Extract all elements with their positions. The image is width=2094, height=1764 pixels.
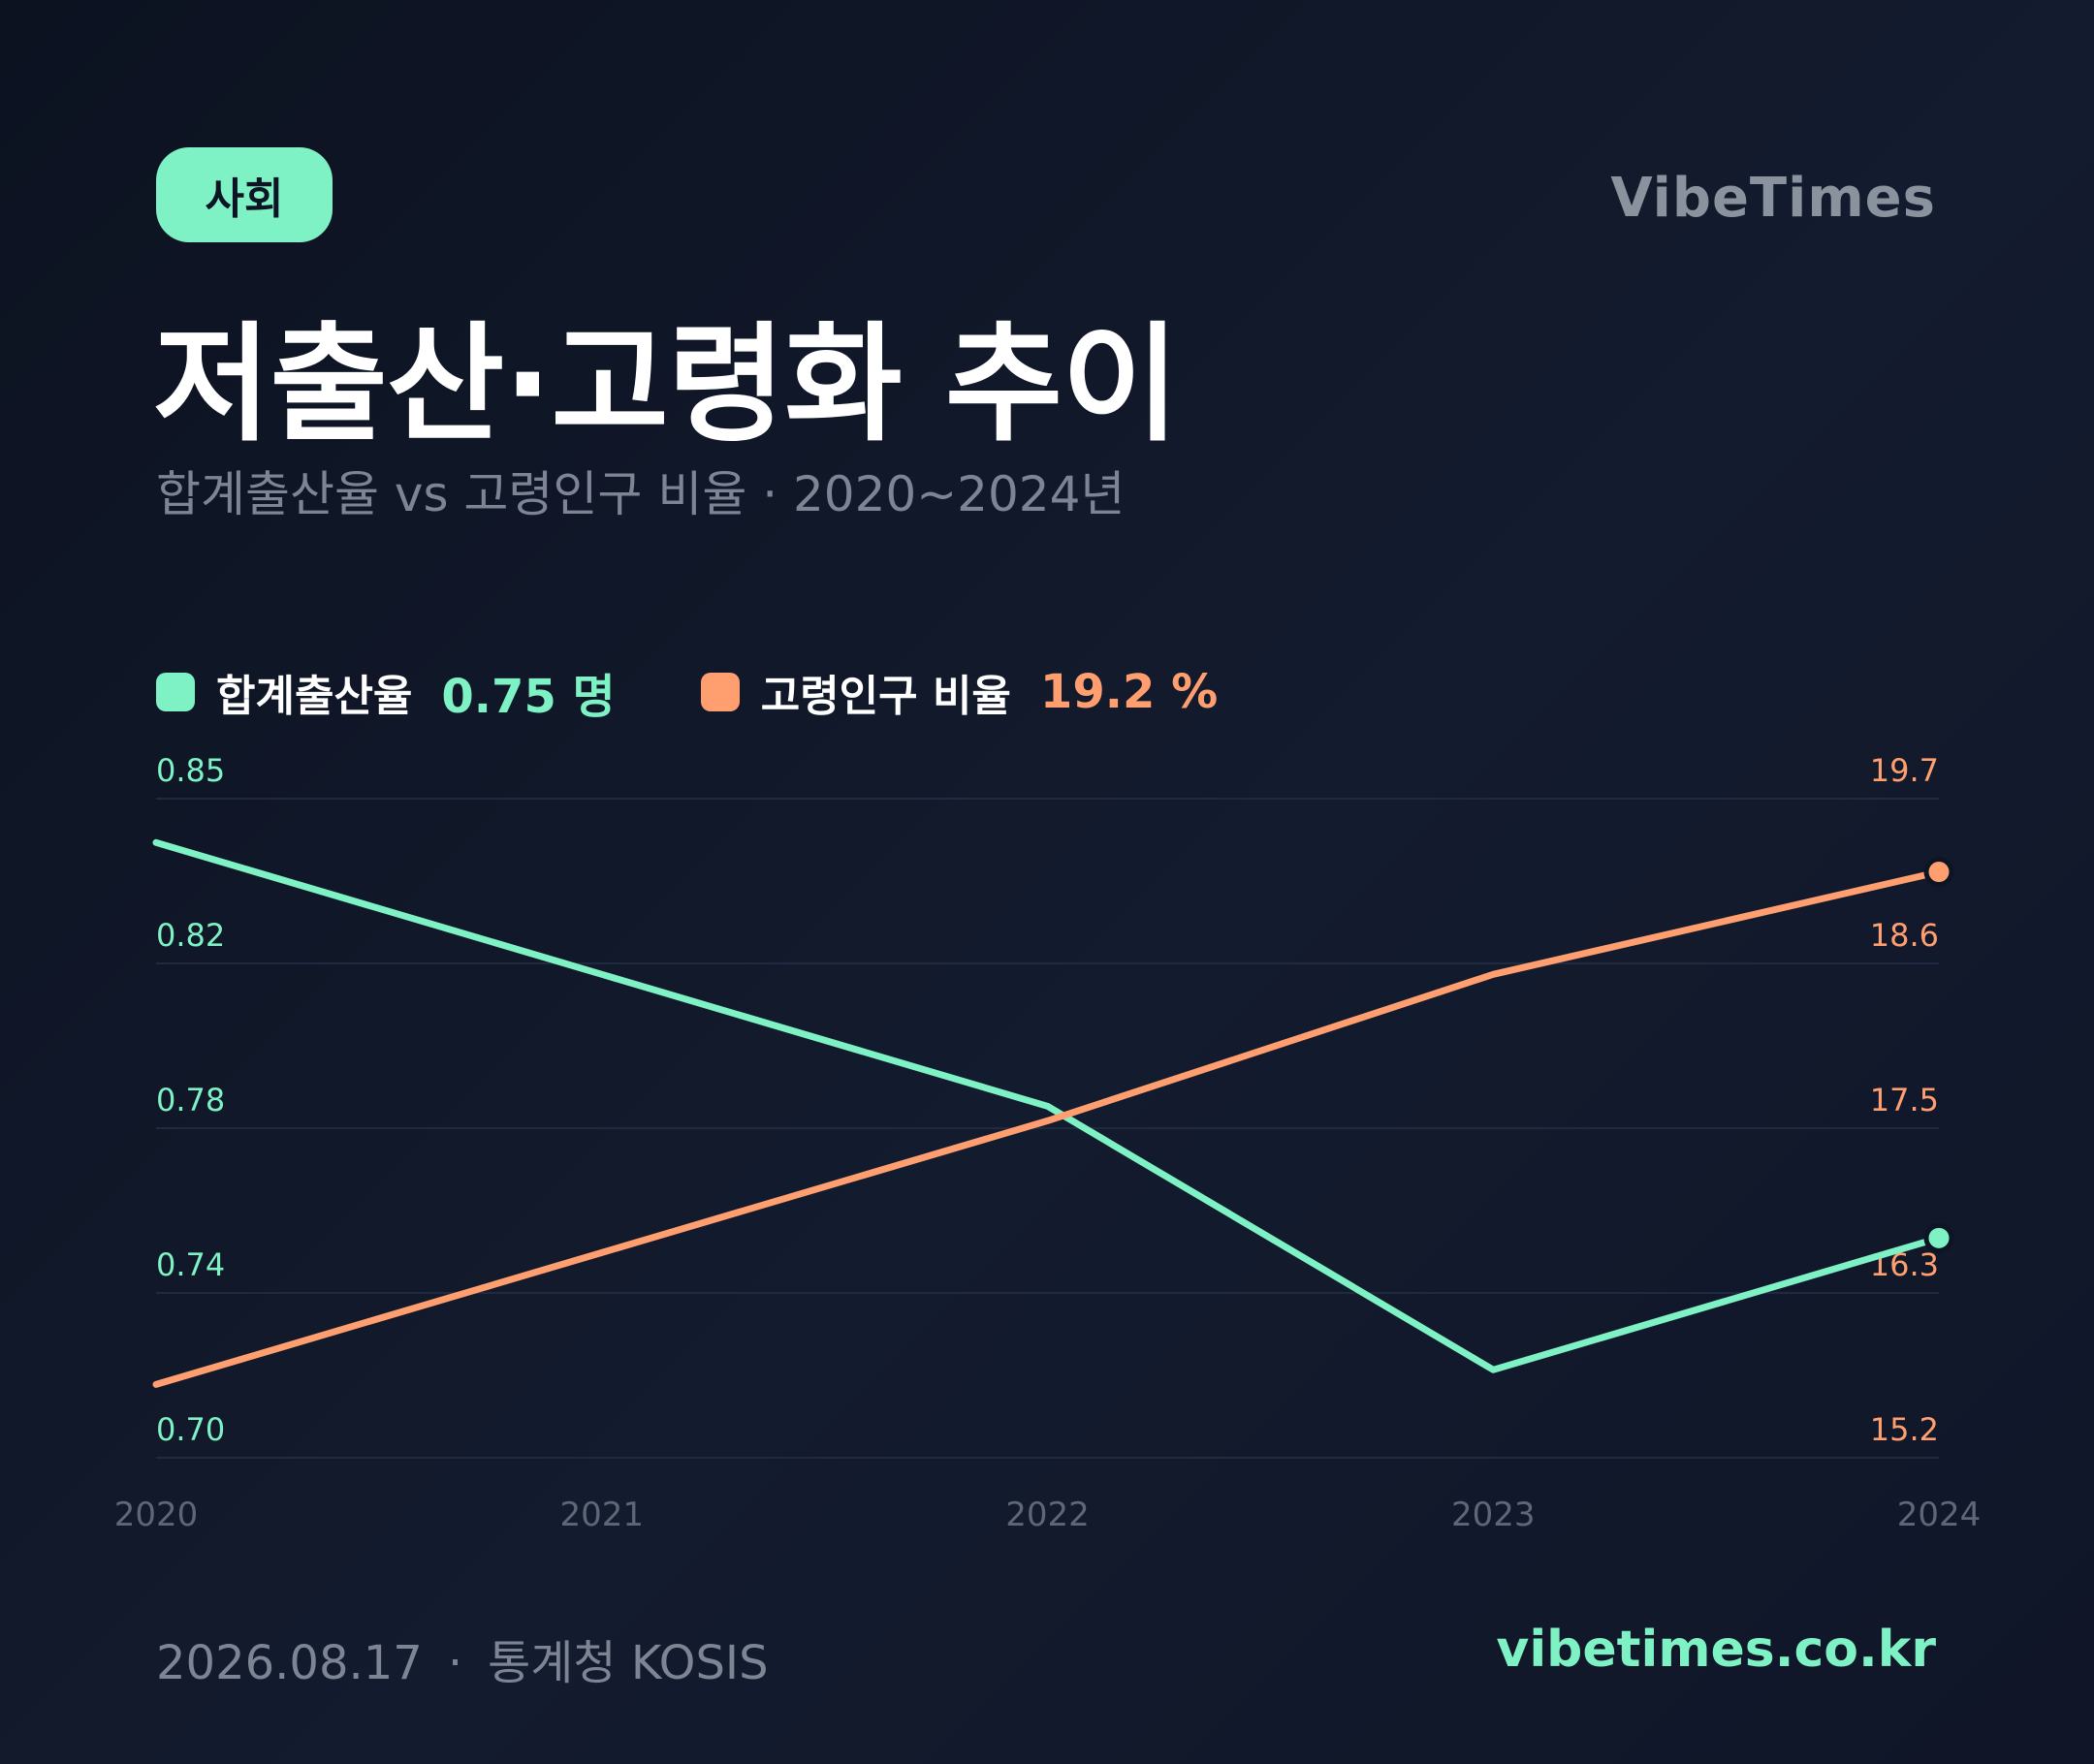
legend-item-birth-rate: 합계출산율 0.75 명 bbox=[156, 658, 616, 726]
y-left-tick-label: 0.82 bbox=[156, 917, 225, 954]
footer-site-link[interactable]: vibetimes.co.kr bbox=[1496, 1621, 1936, 1679]
chart-legend: 합계출산율 0.75 명 고령인구 비율 19.2 % bbox=[156, 658, 1219, 726]
x-tick-label: 2020 bbox=[114, 1496, 199, 1534]
y-right-tick-label: 15.2 bbox=[1870, 1411, 1939, 1448]
y-left-tick-label: 0.70 bbox=[156, 1411, 225, 1448]
y-right-tick-label: 19.7 bbox=[1870, 752, 1939, 789]
footer-meta: 2026.08.17 · 통계청 KOSIS bbox=[156, 1624, 769, 1692]
category-badge: 사회 bbox=[156, 147, 333, 242]
x-tick-label: 2023 bbox=[1451, 1496, 1536, 1534]
legend-swatch-birth-rate bbox=[156, 673, 195, 711]
x-tick-label: 2021 bbox=[559, 1496, 644, 1534]
page-title: 저출산·고령화 추이 bbox=[153, 310, 1180, 459]
series-line-birth-rate bbox=[152, 838, 1943, 1373]
y-left-tick-label: 0.78 bbox=[156, 1082, 225, 1118]
legend-label-elderly-ratio: 고령인구 비율 bbox=[760, 672, 1011, 721]
y-right-tick-label: 18.6 bbox=[1870, 917, 1939, 954]
series-endpoint-elderly-ratio bbox=[1923, 857, 1954, 888]
y-right-tick-label: 17.5 bbox=[1870, 1082, 1939, 1118]
brand-logo: VibeTimes bbox=[1610, 167, 1936, 230]
legend-item-elderly-ratio: 고령인구 비율 19.2 % bbox=[700, 661, 1219, 723]
footer-source: 통계청 KOSIS bbox=[488, 1636, 769, 1690]
legend-value-birth-rate: 0.75 명 bbox=[441, 670, 616, 724]
x-tick-label: 2022 bbox=[1005, 1496, 1090, 1534]
footer-date: 2026.08.17 bbox=[156, 1636, 423, 1690]
x-tick-label: 2024 bbox=[1897, 1496, 1982, 1534]
legend-swatch-elderly-ratio bbox=[700, 673, 740, 711]
series-line-elderly-ratio bbox=[152, 868, 1943, 1388]
legend-label-birth-rate: 합계출산율 bbox=[216, 672, 413, 721]
y-left-tick-label: 0.74 bbox=[156, 1246, 225, 1283]
footer-separator: · bbox=[447, 1636, 463, 1690]
legend-value-elderly-ratio: 19.2 % bbox=[1039, 665, 1219, 719]
y-left-tick-label: 0.85 bbox=[156, 752, 225, 789]
series-endpoint-birth-rate bbox=[1923, 1222, 1954, 1253]
page-subtitle: 합계출산율 vs 고령인구 비율 · 2020~2024년 bbox=[156, 466, 1126, 522]
